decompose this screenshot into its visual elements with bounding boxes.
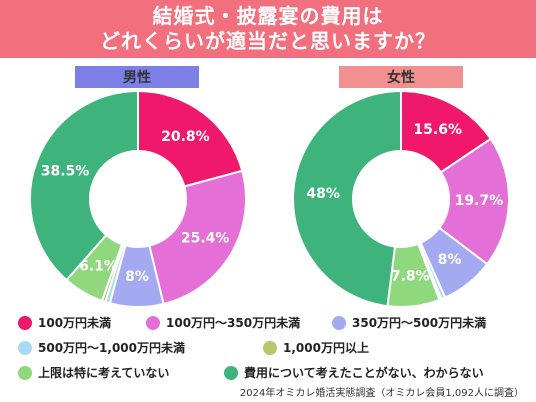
donut-charts: 20.8% 25.4% 8% 6.1% 38.5% 15.6% 19.7% 8% 7.8% 48% xyxy=(29,89,510,308)
female-donut: 15.6% 19.7% 8% 7.8% 48% xyxy=(292,89,510,308)
legend-item-no-limit: 上限は特に考えていない xyxy=(18,364,169,381)
title-line-2: どれくらいが適当だと思いますか？ xyxy=(100,29,436,53)
data-label-100-350: 25.4% xyxy=(181,231,230,247)
source-note: 2024年オミカレ婚活実態調査（オミカレ会員1,092人に調査） xyxy=(239,388,524,399)
data-label-never-considered: 38.5% xyxy=(41,163,90,179)
slice-under-100 xyxy=(137,89,244,188)
legend-label: 350万円～500万円未満 xyxy=(352,316,487,330)
slice-never-considered xyxy=(29,89,139,282)
data-label-under-100: 20.8% xyxy=(161,129,210,145)
data-label-under-100: 15.6% xyxy=(413,122,462,138)
legend-label: 100万円～350万円未満 xyxy=(166,316,301,330)
legend-label: 費用について考えたことがない、わからない xyxy=(244,366,484,380)
legend-label: 上限は特に考えていない xyxy=(38,366,170,380)
legend-item-over-1000: 1,000万円以上 xyxy=(263,339,369,356)
legend-item-100-350: 100万円～350万円未満 xyxy=(146,314,300,331)
legend-item-500-1000: 500万円～1,000万円未満 xyxy=(18,339,185,356)
title-banner: 結婚式・披露宴の費用は どれくらいが適当だと思いますか？ xyxy=(0,0,536,58)
title-line-1: 結婚式・披露宴の費用は xyxy=(152,4,384,28)
legend-swatch xyxy=(224,365,238,380)
legend-swatch xyxy=(18,340,32,355)
female-chart-title: 女性 xyxy=(339,66,463,88)
data-label-350-500: 8% xyxy=(125,269,149,285)
data-label-no-limit: 6.1% xyxy=(79,258,118,274)
data-label-350-500: 8% xyxy=(438,252,462,268)
male-donut: 20.8% 25.4% 8% 6.1% 38.5% xyxy=(29,89,247,308)
legend-swatch xyxy=(146,315,160,330)
legend-label: 1,000万円以上 xyxy=(283,341,369,355)
slice-never-considered xyxy=(292,89,402,308)
slice-100-350 xyxy=(148,169,247,306)
legend-swatch xyxy=(332,315,346,330)
legend-swatch xyxy=(263,340,277,355)
male-chart-title: 男性 xyxy=(75,66,199,88)
legend-label: 100万円未満 xyxy=(38,316,112,330)
legend: 100万円未満 100万円～350万円未満 350万円～500万円未満 500万… xyxy=(18,311,528,401)
legend-item-never-considered: 費用について考えたことがない、わからない xyxy=(224,364,484,381)
legend-swatch xyxy=(18,365,32,380)
slice-100-350 xyxy=(437,137,510,266)
data-label-100-350: 19.7% xyxy=(455,193,504,209)
legend-swatch xyxy=(18,315,32,330)
legend-item-350-500: 350万円～500万円未満 xyxy=(332,314,486,331)
data-label-never-considered: 48% xyxy=(306,186,340,202)
legend-item-under-100: 100万円未満 xyxy=(18,314,111,331)
legend-label: 500万円～1,000万円未満 xyxy=(38,341,186,355)
data-label-no-limit: 7.8% xyxy=(391,268,430,284)
